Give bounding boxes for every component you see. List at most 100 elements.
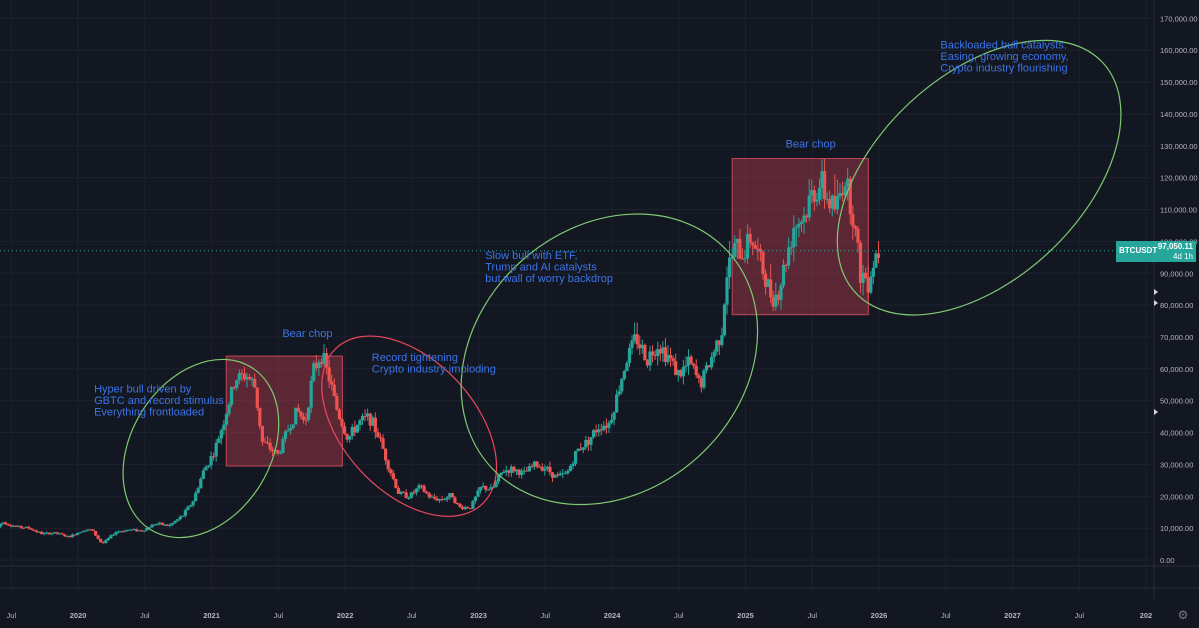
candle-body	[520, 470, 524, 475]
candle-body	[427, 493, 431, 498]
candle-body	[694, 365, 698, 376]
candle-body	[815, 199, 819, 202]
y-tick-label: 10,000.00	[1160, 524, 1193, 533]
candle-body	[805, 215, 809, 218]
candle-body	[507, 470, 511, 473]
green-ellipse-3	[460, 213, 759, 506]
candle-body	[453, 497, 457, 503]
candle-body	[9, 525, 13, 527]
axis-marker-icon	[1154, 300, 1158, 306]
candle-body	[55, 532, 59, 534]
candle-body	[763, 273, 768, 287]
candle-body	[419, 485, 424, 487]
axis-marker-icon	[1154, 289, 1158, 295]
candle-body	[745, 233, 750, 259]
x-tick-label: 2024	[604, 611, 622, 620]
candle-body	[676, 370, 680, 376]
bar-countdown: 4d 1h	[1172, 252, 1193, 261]
candle-body	[384, 448, 388, 461]
candle-body	[540, 466, 544, 471]
candle-body	[522, 470, 526, 472]
candle-body	[214, 442, 218, 457]
candle-body	[68, 535, 72, 538]
candle-body	[373, 417, 377, 433]
candle-body	[489, 487, 493, 490]
candle-body	[871, 267, 875, 277]
candle-body	[330, 381, 334, 385]
candle-body	[301, 416, 306, 420]
candle-body	[14, 525, 18, 527]
candle-body	[81, 531, 85, 533]
y-tick-label: 90,000.00	[1160, 269, 1193, 278]
candle-body	[60, 533, 64, 535]
candle-body	[40, 531, 44, 535]
x-tick-label: Jul	[1074, 611, 1084, 620]
candle-body	[589, 437, 593, 445]
candle-body	[437, 499, 442, 501]
gear-icon[interactable]: ⚙	[1177, 608, 1189, 622]
x-tick-label: 2026	[871, 611, 888, 620]
candle-body	[296, 407, 300, 412]
candle-body	[817, 188, 822, 200]
candle-body	[771, 297, 775, 307]
candle-body	[697, 375, 701, 379]
candle-body	[766, 279, 770, 287]
candle-body	[412, 492, 416, 494]
candle-body	[609, 419, 614, 423]
x-tick-label: Jul	[140, 611, 150, 620]
x-tick-label: Jul	[7, 611, 17, 620]
candle-body	[327, 367, 331, 382]
candle-body	[874, 253, 878, 268]
candle-body	[468, 508, 472, 510]
candle-body	[75, 532, 80, 535]
candle-body	[109, 535, 113, 539]
candle-body	[486, 489, 490, 491]
candle-body	[78, 532, 82, 534]
candle-body	[573, 451, 578, 464]
candle-body	[666, 354, 670, 362]
x-tick-label: 202	[1140, 611, 1153, 620]
candle-body	[58, 533, 62, 535]
bear-chop-box-2	[731, 158, 869, 316]
candle-body	[653, 355, 657, 357]
candle-body	[728, 257, 732, 278]
candle-body	[88, 529, 93, 531]
candle-body	[158, 522, 162, 524]
candle-body	[268, 442, 272, 450]
candle-body	[494, 481, 498, 488]
x-tick-label: 2027	[1004, 611, 1021, 620]
candle-body	[391, 473, 395, 479]
y-tick-label: 40,000.00	[1160, 429, 1193, 438]
candle-body	[0, 523, 3, 527]
candle-body	[466, 507, 470, 509]
y-tick-label: 0.00	[1160, 556, 1175, 565]
green-ellipse-4	[836, 39, 1122, 316]
candle-body	[376, 432, 380, 438]
candle-body	[235, 380, 239, 388]
candle-body	[509, 466, 514, 473]
candle-body	[96, 535, 100, 539]
candle-body	[27, 526, 31, 529]
candle-body	[615, 394, 619, 413]
candle-body	[183, 510, 187, 516]
candle-body	[104, 540, 108, 544]
candle-body	[633, 334, 637, 341]
candle-body	[517, 469, 521, 475]
candle-body	[6, 524, 10, 526]
candle-body	[448, 493, 452, 498]
candle-body	[681, 366, 685, 377]
candle-body	[106, 538, 110, 541]
candle-body	[65, 535, 69, 537]
candle-body	[779, 285, 783, 300]
candle-body	[16, 525, 21, 527]
candle-body	[553, 474, 557, 478]
candle-body	[638, 344, 642, 349]
candle-body	[247, 377, 252, 380]
candle-body	[648, 351, 652, 366]
candle-body	[627, 347, 632, 364]
y-tick-label: 160,000.00	[1160, 46, 1198, 55]
candle-body	[797, 223, 801, 228]
candle-body	[401, 491, 406, 493]
